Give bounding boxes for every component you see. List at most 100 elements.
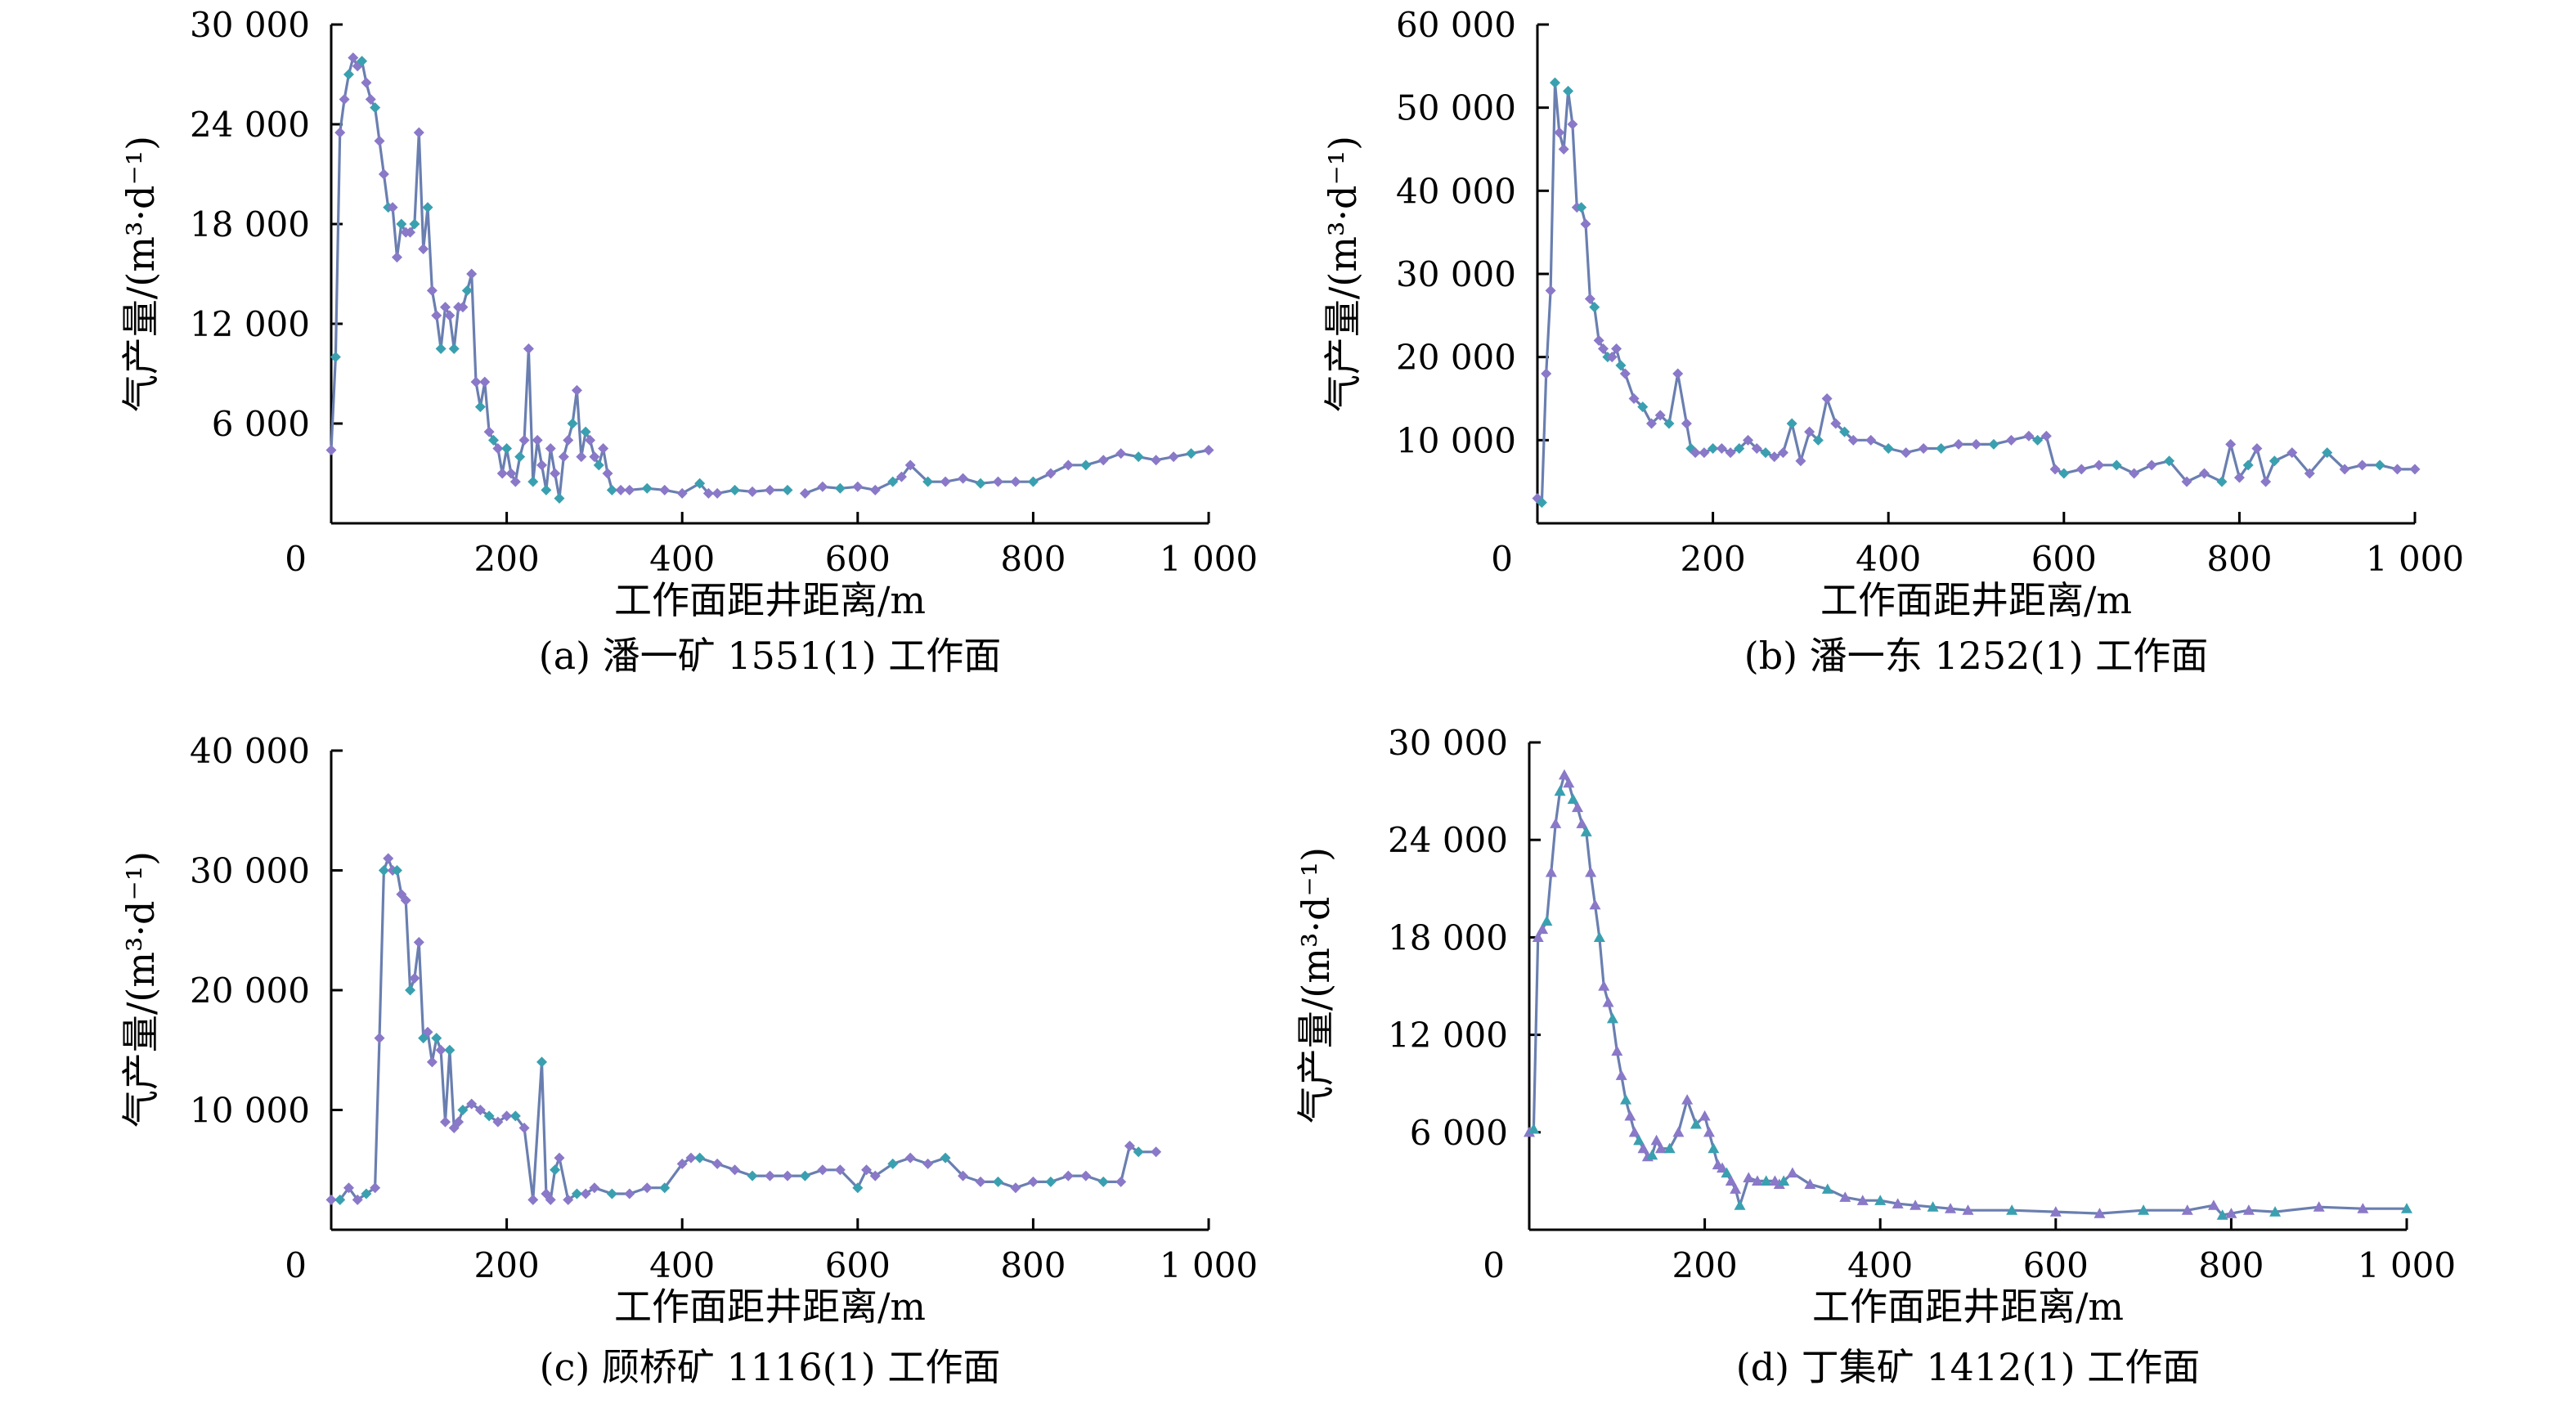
data-point-marker bbox=[2287, 447, 2298, 459]
y-tick-label: 6 000 bbox=[1410, 1113, 1508, 1153]
data-point-marker bbox=[624, 1188, 635, 1199]
data-point-marker bbox=[676, 487, 688, 499]
data-point-marker bbox=[1563, 777, 1575, 788]
data-point-marker bbox=[1901, 447, 1912, 459]
data-point-marker bbox=[330, 352, 341, 363]
data-point-marker bbox=[554, 493, 565, 504]
data-point-marker bbox=[2094, 1208, 2106, 1218]
data-point-marker bbox=[1730, 1183, 1742, 1194]
data-point-marker bbox=[1830, 418, 1842, 429]
data-point-marker bbox=[1593, 931, 1605, 942]
data-point-marker bbox=[940, 476, 951, 487]
data-point-marker bbox=[1953, 438, 1964, 450]
panel-caption: (d) 丁集矿 1412(1) 工作面 bbox=[1736, 1345, 2200, 1389]
y-tick-label: 30 000 bbox=[1388, 723, 1508, 763]
data-point-marker bbox=[444, 1044, 456, 1056]
data-point-marker bbox=[1650, 1134, 1663, 1146]
data-point-marker bbox=[571, 1188, 582, 1199]
data-point-marker bbox=[365, 94, 376, 105]
data-point-marker bbox=[685, 1152, 697, 1164]
data-point-marker bbox=[1654, 1142, 1667, 1154]
x-tick-label: 200 bbox=[474, 1245, 540, 1285]
data-point-marker bbox=[479, 376, 491, 388]
data-point-marker bbox=[1821, 393, 1833, 404]
data-point-marker bbox=[1062, 460, 1074, 471]
y-tick-label: 60 000 bbox=[1396, 5, 1516, 45]
data-point-marker bbox=[563, 434, 574, 446]
data-point-marker bbox=[765, 1170, 775, 1182]
y-axis-title: 气产量/(m³·d⁻¹) bbox=[1321, 136, 1365, 412]
data-point-marker bbox=[435, 343, 447, 354]
data-point-marker bbox=[1133, 1146, 1144, 1158]
data-point-marker bbox=[1598, 980, 1610, 991]
data-point-marker bbox=[378, 865, 389, 876]
data-point-marker bbox=[1010, 476, 1021, 487]
data-point-marker bbox=[2058, 468, 2070, 479]
data-point-marker bbox=[422, 1026, 433, 1038]
x-tick-label: 600 bbox=[825, 1245, 891, 1285]
data-point-marker bbox=[1786, 1167, 1798, 1178]
x-tick-label: 600 bbox=[825, 539, 891, 579]
x-tick-label: 800 bbox=[1000, 539, 1066, 579]
data-point-marker bbox=[1743, 434, 1754, 446]
data-point-marker bbox=[431, 310, 442, 321]
data-point-marker bbox=[1537, 923, 1549, 935]
data-point-marker bbox=[576, 451, 587, 463]
data-point-marker bbox=[1541, 915, 1553, 926]
x-axis-title: 工作面距井距离/m bbox=[1820, 578, 2132, 622]
data-point-marker bbox=[2233, 472, 2245, 483]
data-point-marker bbox=[474, 401, 486, 413]
data-point-marker bbox=[453, 1116, 464, 1128]
data-point-marker bbox=[474, 1105, 486, 1115]
data-point-marker bbox=[1646, 1149, 1658, 1160]
data-point-marker bbox=[1619, 368, 1631, 379]
data-point-marker bbox=[1874, 1195, 1887, 1205]
data-point-marker bbox=[558, 451, 569, 463]
data-point-marker bbox=[711, 1158, 723, 1169]
x-tick-label: 0 bbox=[1491, 539, 1513, 579]
data-point-marker bbox=[488, 434, 500, 446]
data-point-marker bbox=[357, 56, 368, 67]
data-point-marker bbox=[869, 1170, 881, 1182]
data-point-marker bbox=[334, 1194, 346, 1205]
data-point-marker bbox=[370, 102, 381, 114]
data-point-marker bbox=[1743, 1172, 1755, 1183]
data-point-marker bbox=[1620, 1094, 1632, 1105]
data-point-marker bbox=[444, 310, 456, 321]
data-point-marker bbox=[1681, 418, 1692, 429]
data-point-marker bbox=[2164, 455, 2175, 467]
data-point-marker bbox=[834, 482, 846, 494]
data-point-marker bbox=[483, 426, 495, 437]
data-point-marker bbox=[2216, 476, 2228, 487]
data-point-marker bbox=[1203, 445, 1214, 456]
y-tick-label: 20 000 bbox=[1396, 338, 1516, 378]
y-tick-label: 12 000 bbox=[1388, 1016, 1508, 1056]
x-tick-label: 1 000 bbox=[1160, 1245, 1258, 1285]
data-point-marker bbox=[1637, 401, 1649, 413]
data-point-marker bbox=[895, 471, 907, 482]
data-point-marker bbox=[694, 1152, 706, 1164]
data-point-marker bbox=[589, 1182, 600, 1194]
data-point-marker bbox=[585, 434, 596, 446]
data-point-marker bbox=[1971, 438, 1981, 450]
chart-panel-d: 0 200 400 600 800 1 000 6 000 12 000 18 000 24 00… bbox=[1294, 723, 2456, 1389]
data-point-marker bbox=[641, 1182, 653, 1194]
data-point-marker bbox=[1681, 1094, 1694, 1105]
data-point-marker bbox=[1645, 418, 1657, 429]
data-point-marker bbox=[1045, 468, 1057, 479]
data-point-marker bbox=[1597, 343, 1609, 354]
data-point-marker bbox=[1027, 1176, 1039, 1187]
data-point-marker bbox=[567, 418, 578, 429]
data-point-marker bbox=[1567, 793, 1579, 805]
data-point-marker bbox=[2225, 1208, 2237, 1218]
data-point-marker bbox=[1988, 438, 1999, 450]
data-point-marker bbox=[799, 1170, 810, 1182]
data-point-marker bbox=[413, 127, 424, 138]
data-point-marker bbox=[1672, 368, 1684, 379]
data-point-marker bbox=[2049, 1206, 2062, 1217]
data-point-marker bbox=[387, 202, 398, 213]
series-line bbox=[331, 857, 1156, 1201]
data-point-marker bbox=[747, 1170, 758, 1182]
data-point-marker bbox=[518, 1122, 530, 1133]
data-point-marker bbox=[1927, 1201, 1939, 1212]
